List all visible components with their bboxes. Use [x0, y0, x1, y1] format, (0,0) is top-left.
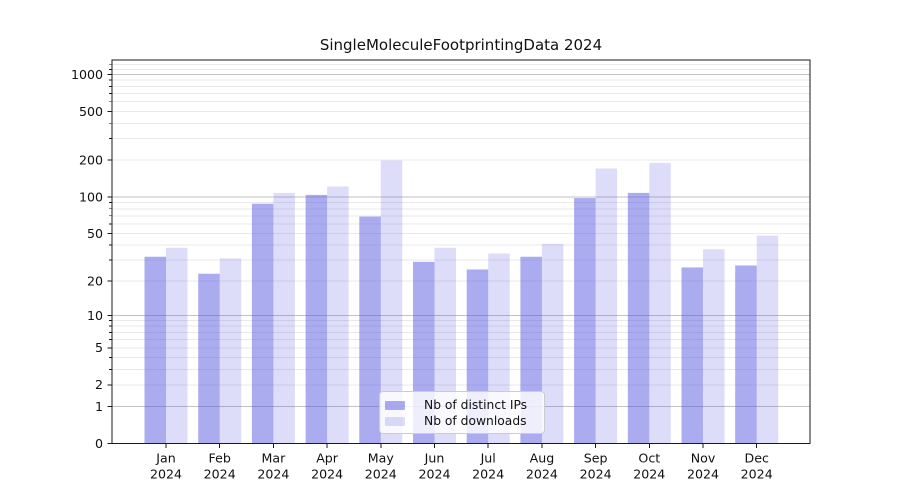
y-tick-label: 0	[95, 436, 103, 451]
y-tick-label: 1	[95, 399, 103, 414]
x-tick-label-year: 2024	[580, 467, 612, 482]
legend-item-downloads: Nb of downloads	[385, 414, 538, 428]
legend-swatch-downloads	[385, 416, 405, 426]
x-tick-label-year: 2024	[204, 467, 236, 482]
x-tick-label-month: Jul	[480, 451, 496, 466]
x-tick-label-month: Sep	[584, 451, 608, 466]
bar-downloads-mar	[273, 192, 295, 444]
bar-distinct-ips-nov	[681, 267, 703, 444]
bar-distinct-ips-jan	[144, 256, 166, 444]
x-tick-label-month: Dec	[745, 451, 769, 466]
x-tick-label-month: Apr	[316, 451, 339, 466]
x-tick-label-month: Nov	[691, 451, 716, 466]
x-tick-label-year: 2024	[257, 467, 289, 482]
x-tick-label-year: 2024	[687, 467, 719, 482]
bar-downloads-aug	[541, 243, 564, 444]
bar-downloads-dec	[756, 235, 779, 444]
x-tick-label-month: Feb	[209, 451, 231, 466]
legend-label-distinct-ips: Nb of distinct IPs	[424, 397, 528, 412]
y-tick-label: 1000	[71, 67, 103, 82]
x-tick-label-month: May	[368, 451, 395, 466]
bar-distinct-ips-apr	[305, 194, 328, 444]
legend-swatch-distinct-ips	[385, 400, 405, 410]
bar-downloads-oct	[649, 162, 671, 444]
axes-spines	[111, 59, 811, 444]
x-tick-label-year: 2024	[741, 467, 773, 482]
bar-downloads-nov	[703, 249, 725, 444]
bar-downloads-may	[380, 160, 403, 444]
x-tick-label-month: Jan	[155, 451, 175, 466]
y-tick-label: 20	[87, 273, 103, 288]
x-tick-label-month: Jun	[424, 451, 445, 466]
bar-distinct-ips-sep	[574, 198, 596, 444]
x-tick-label-month: Oct	[638, 451, 660, 466]
legend-item-distinct-ips: Nb of distinct IPs	[385, 398, 538, 412]
y-tick-label: 2	[95, 377, 103, 392]
bar-downloads-sep	[595, 168, 618, 444]
bar-downloads-feb	[219, 258, 242, 444]
y-tick-label: 5	[95, 340, 103, 355]
bar-distinct-ips-mar	[251, 203, 274, 444]
chart-legend: Nb of distinct IPs Nb of downloads	[379, 391, 545, 434]
y-tick-label: 50	[87, 226, 103, 241]
bar-downloads-apr	[327, 186, 349, 444]
x-tick-label-year: 2024	[633, 467, 665, 482]
bar-distinct-ips-may	[359, 216, 381, 444]
bar-distinct-ips-dec	[735, 265, 757, 444]
y-tick-label: 100	[79, 189, 103, 204]
chart-title: SingleMoleculeFootprintingData 2024	[319, 36, 603, 54]
y-tick-label: 500	[79, 104, 103, 119]
x-tick-label-year: 2024	[472, 467, 504, 482]
y-tick-label: 200	[79, 153, 103, 168]
bar-distinct-ips-oct	[627, 192, 650, 444]
x-tick-label-year: 2024	[311, 467, 343, 482]
bar-downloads-jan	[166, 247, 188, 444]
x-tick-label-month: Mar	[262, 451, 287, 466]
y-tick-label: 10	[87, 308, 103, 323]
x-tick-label-year: 2024	[150, 467, 182, 482]
x-tick-label-year: 2024	[418, 467, 450, 482]
bar-distinct-ips-feb	[198, 273, 220, 444]
legend-label-downloads: Nb of downloads	[424, 413, 527, 428]
x-tick-label-month: Aug	[530, 451, 555, 466]
x-tick-label-year: 2024	[365, 467, 397, 482]
x-tick-label-year: 2024	[526, 467, 558, 482]
